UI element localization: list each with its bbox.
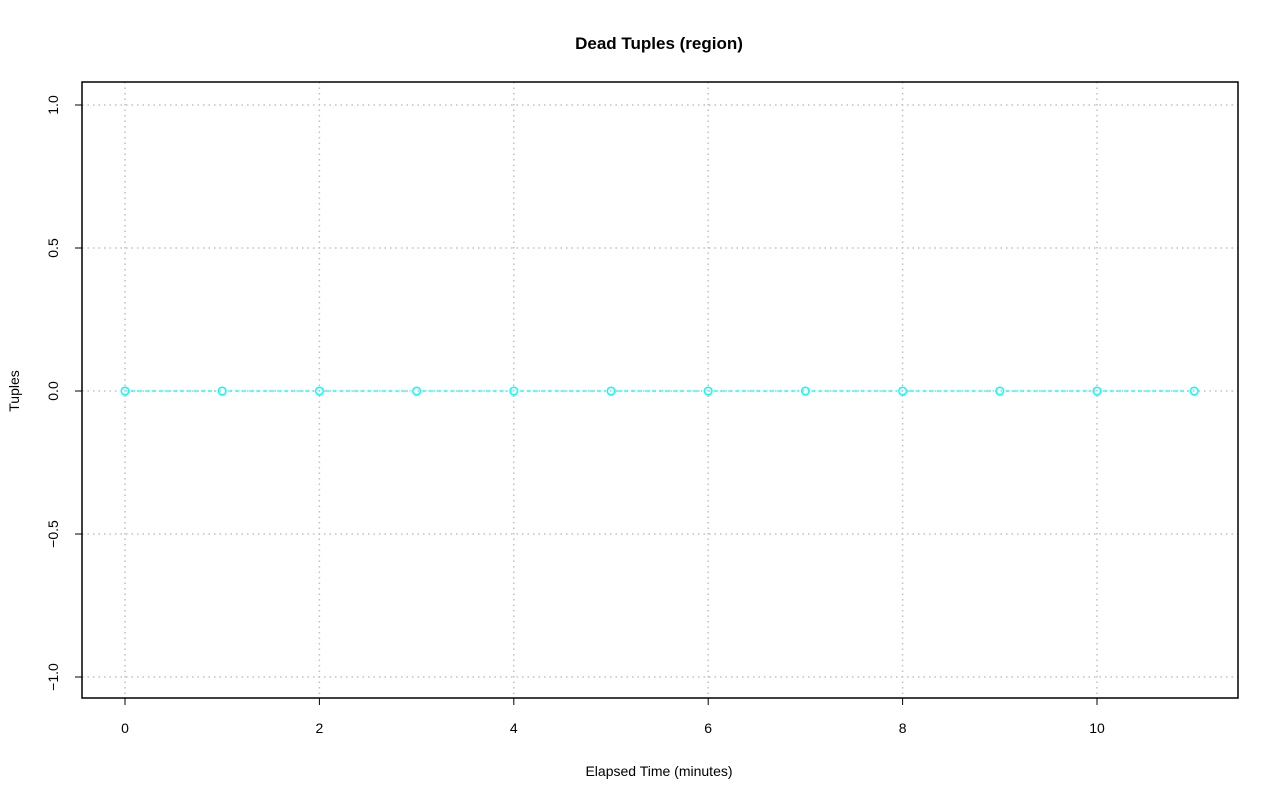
data-point bbox=[120, 386, 130, 396]
y-tick-label: −1.0 bbox=[45, 663, 61, 691]
grid bbox=[82, 82, 1238, 698]
data-point bbox=[995, 386, 1005, 396]
x-axis-label: Elapsed Time (minutes) bbox=[585, 763, 732, 779]
data-point bbox=[217, 386, 227, 396]
data-point bbox=[314, 386, 324, 396]
series bbox=[120, 386, 1199, 396]
x-tick-label: 2 bbox=[316, 720, 324, 736]
y-tick-label: 1.0 bbox=[45, 95, 61, 115]
x-tick-label: 10 bbox=[1089, 720, 1105, 736]
data-point bbox=[509, 386, 519, 396]
x-tick-label: 0 bbox=[121, 720, 129, 736]
chart-title: Dead Tuples (region) bbox=[575, 34, 743, 53]
plot-frame bbox=[81, 81, 1239, 699]
y-axis-label: Tuples bbox=[6, 370, 22, 412]
data-point bbox=[1189, 386, 1199, 396]
data-point bbox=[898, 386, 908, 396]
data-point bbox=[800, 386, 810, 396]
data-point bbox=[703, 386, 713, 396]
y-tick-label: 0.0 bbox=[45, 381, 61, 401]
y-tick-label: −0.5 bbox=[45, 520, 61, 548]
data-point bbox=[1092, 386, 1102, 396]
data-point bbox=[606, 386, 616, 396]
data-point bbox=[412, 386, 422, 396]
y-tick-label: 0.5 bbox=[45, 238, 61, 258]
x-tick-label: 6 bbox=[704, 720, 712, 736]
x-tick-label: 8 bbox=[899, 720, 907, 736]
x-tick-label: 4 bbox=[510, 720, 518, 736]
axes: 0 2 4 6 8 10 −1.0 −0.5 0.0 0.5 1.0 bbox=[45, 95, 1105, 736]
